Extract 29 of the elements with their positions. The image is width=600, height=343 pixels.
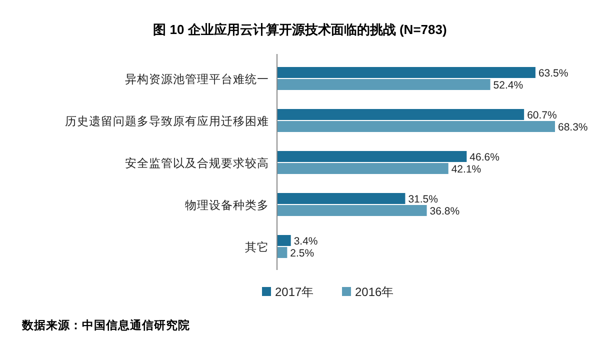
legend-label: 2016年: [355, 285, 394, 299]
bar: [277, 67, 536, 78]
chart-title: 图 10 企业应用云计算开源技术面临的挑战 (N=783): [153, 22, 447, 37]
data-label: 2.5%: [290, 248, 314, 260]
data-label: 31.5%: [408, 194, 438, 206]
bar: [277, 79, 490, 90]
y-tick-label: 物理设备种类多: [185, 199, 269, 212]
bar: [277, 163, 448, 174]
bar: [277, 151, 467, 162]
bar: [277, 205, 427, 216]
source-note: 数据来源：中国信息通信研究院: [21, 318, 190, 332]
data-label: 36.8%: [430, 206, 460, 218]
bar: [277, 235, 291, 246]
bar: [277, 109, 524, 120]
bar: [277, 121, 555, 132]
y-tick-label: 其它: [245, 240, 269, 254]
bar: [277, 193, 406, 204]
data-label: 46.6%: [470, 152, 500, 164]
y-tick-label: 异构资源池管理平台难统一: [125, 72, 269, 86]
data-label: 68.3%: [558, 122, 588, 134]
legend-label: 2017年: [275, 285, 314, 299]
data-label: 42.1%: [451, 164, 482, 176]
data-label: 3.4%: [294, 236, 318, 248]
data-label: 60.7%: [527, 110, 557, 122]
y-tick-label: 历史遗留问题多导致原有应用迁移困难: [65, 114, 269, 128]
y-tick-label: 安全监管以及合规要求较高: [125, 156, 269, 170]
bar: [277, 247, 288, 258]
data-label: 52.4%: [493, 80, 524, 92]
data-label: 63.5%: [538, 68, 568, 80]
